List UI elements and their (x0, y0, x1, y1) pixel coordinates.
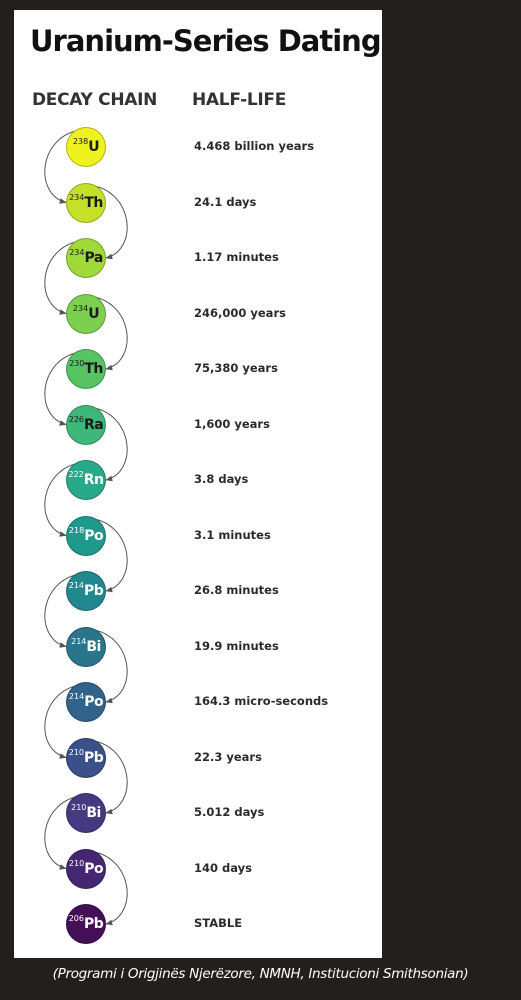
decay-arrow (44, 240, 81, 315)
mass-number: 214 (71, 636, 87, 646)
mass-number: 238 (72, 137, 89, 146)
mass-number: 210 (68, 747, 84, 757)
half-life-value: 164.3 micro-seconds (194, 694, 329, 708)
element-symbol: Rn (83, 472, 104, 488)
decay-arrow (44, 462, 81, 537)
decay-arrow (44, 129, 81, 204)
isotope-label: 214 Bi (71, 636, 101, 655)
element-symbol: U (88, 305, 100, 322)
isotope-node: 226 Ra (66, 404, 106, 445)
half-life-value: 246,000 years (194, 305, 286, 320)
mass-number: 210 (68, 858, 85, 868)
decay-chain-header: DECAY CHAIN (32, 90, 158, 110)
decay-arrow (44, 795, 81, 870)
isotope-label: 226 Ra (68, 414, 104, 433)
isotope-node: 222 Rn (66, 460, 106, 500)
half-life-value: 3.8 days (194, 472, 249, 486)
decay-arrow (91, 518, 128, 593)
half-life-value: 1,600 years (194, 416, 270, 431)
source-caption: (Programi i Origjinës Njerëzore, NMNH, I… (52, 966, 469, 982)
isotope-label: 210 Bi (71, 803, 101, 822)
isotope-node: 210 Pb (66, 737, 106, 778)
half-life-header: HALF-LIFE (192, 90, 287, 110)
decay-arrows (44, 129, 128, 926)
isotope-node: 210 Po (66, 848, 106, 889)
element-symbol: Bi (86, 638, 101, 655)
element-symbol: Th (84, 194, 103, 211)
half-life-value: 4.468 billion years (194, 139, 315, 153)
isotope-label: 214 Po (68, 692, 104, 711)
decay-arrow (91, 740, 128, 815)
decay-arrow (91, 851, 128, 926)
mass-number: 210 (71, 803, 87, 812)
page-title: Uranium-Series Dating (30, 24, 382, 58)
decay-arrow (44, 351, 81, 426)
element-symbol: Po (84, 860, 104, 877)
half-life-value: 26.8 minutes (194, 583, 279, 597)
isotope-node: 206 Pb (66, 904, 106, 944)
isotope-label: 234 Pa (69, 248, 103, 267)
decay-arrow (91, 185, 128, 260)
element-symbol: Po (84, 527, 104, 544)
decay-arrow (91, 407, 128, 482)
isotope-label: 222 Rn (68, 470, 104, 489)
half-life-value: 5.012 days (194, 805, 265, 819)
mass-number: 218 (68, 525, 85, 535)
element-symbol: Pb (83, 749, 104, 766)
element-symbol: Ra (84, 416, 104, 433)
isotope-node: 238 U (66, 127, 106, 167)
half-life-value: 1.17 minutes (194, 250, 279, 264)
mass-number: 206 (68, 914, 84, 923)
isotope-label: 210 Po (68, 858, 104, 877)
isotope-node: 234 U (66, 293, 106, 334)
decay-arrow (44, 573, 81, 648)
isotope-label: 210 Pb (68, 747, 104, 766)
element-symbol: Th (84, 361, 103, 377)
isotope-label: 218 Po (68, 525, 104, 544)
isotope-node: 218 Po (66, 515, 106, 556)
isotope-node: 234 Th (66, 182, 106, 223)
element-symbol: Pa (84, 250, 103, 266)
mass-number: 230 (69, 359, 85, 368)
half-life-value: 140 days (194, 860, 252, 875)
isotope-label: 206 Pb (68, 914, 104, 933)
mass-number: 234 (69, 192, 85, 202)
element-symbol: U (88, 139, 100, 155)
isotope-label: 214 Pb (68, 581, 104, 600)
isotope-node: 234 Pa (66, 238, 106, 278)
isotope-node: 210 Bi (66, 793, 106, 833)
mass-number: 234 (69, 248, 85, 257)
element-symbol: Pb (83, 916, 104, 932)
mass-number: 214 (68, 581, 84, 590)
infographic-panel: Uranium-Series Dating DECAY CHAIN HALF-L… (14, 10, 382, 958)
mass-number: 226 (68, 414, 85, 424)
element-symbol: Pb (83, 583, 104, 599)
isotope-label: 230 Th (69, 359, 103, 378)
half-life-value: 22.3 years (194, 749, 262, 764)
isotope-node: 230 Th (66, 349, 106, 389)
isotope-node: 214 Pb (66, 571, 106, 611)
half-life-value: 19.9 minutes (194, 638, 279, 653)
isotope-node: 214 Bi (66, 626, 106, 667)
element-symbol: Po (84, 694, 104, 710)
element-symbol: Bi (86, 805, 101, 821)
half-life-value: 3.1 minutes (194, 527, 271, 542)
half-life-value: STABLE (194, 916, 243, 930)
mass-number: 214 (68, 692, 85, 701)
isotope-node: 214 Po (66, 682, 106, 722)
half-life-value: 75,380 years (194, 361, 278, 375)
decay-arrow (91, 629, 128, 704)
mass-number: 234 (72, 303, 89, 313)
decay-arrow (91, 296, 128, 371)
decay-arrow (44, 684, 81, 759)
isotope-label: 238 U (72, 137, 100, 156)
isotope-label: 234 Th (69, 192, 103, 211)
isotope-label: 234 U (72, 303, 100, 322)
mass-number: 222 (68, 470, 84, 479)
half-life-value: 24.1 days (194, 194, 257, 209)
